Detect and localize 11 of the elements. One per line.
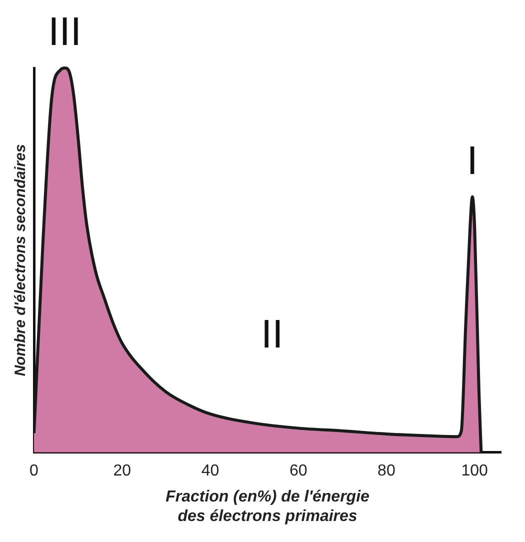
annotation: II — [261, 312, 284, 356]
x-tick-label: 80 — [378, 462, 396, 480]
x-tick-label: 100 — [461, 462, 488, 480]
annotation: III — [48, 10, 82, 54]
x-tick-label: 40 — [201, 462, 220, 480]
x-axis-title: Fraction (en%) de l'énergie des électrons primaires — [166, 488, 370, 525]
x-tick-label: 0 — [30, 462, 39, 480]
y-axis-title: Nombre d'électrons secondaires — [12, 144, 30, 376]
annotation: I — [466, 138, 478, 183]
x-tick-label: 20 — [113, 462, 132, 480]
x-tick-label: 60 — [289, 462, 308, 480]
